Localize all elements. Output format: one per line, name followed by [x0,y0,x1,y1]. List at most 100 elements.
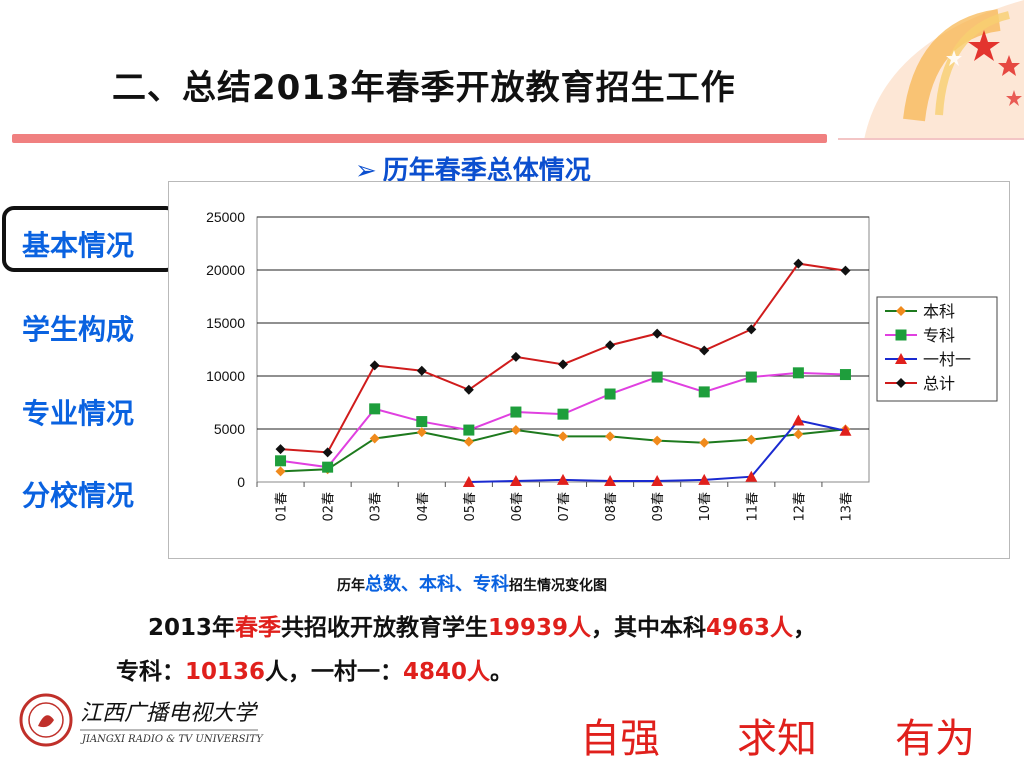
series-2-point [792,367,804,379]
series-2-point [698,386,710,398]
summary-line-2: 专科：10136人，一村一：4840人。 [116,652,513,686]
university-logo: 江西广播电视大学 JIANGXI RADIO & TV UNIVERSITY [19,693,264,747]
series-2-point [416,416,428,428]
series-4-point [369,360,380,371]
x-tick-label: 13春 [839,492,854,522]
motto-3: 有为 [895,716,975,762]
series-2-point [275,455,287,467]
legend-label: 专科 [923,326,955,345]
summary-undergrad: 4963人 [706,615,794,641]
chart-caption: 历年总数、本科、专科招生情况变化图 [337,570,607,596]
chart-frame: 0 5000 10000 15000 20000 25000 01春 02春 03春 04春 05春… [168,181,1010,559]
x-tick-label: 07春 [557,492,572,522]
series-1-point [510,425,521,436]
series-4-point [605,340,616,351]
series-1-point [746,434,757,445]
caption-prefix: 历年 [337,578,365,594]
series-1-point [558,431,568,442]
series-3-point [651,474,664,486]
series-2-point [604,388,616,400]
x-tick-label: 03春 [369,492,384,522]
series-3-point [557,473,569,485]
series-2-point [322,461,334,473]
summary-text: ， [793,615,817,641]
x-tick-label: 06春 [510,492,525,522]
y-tick-label: 5000 [214,421,245,437]
corner-decoration [864,0,1024,140]
legend-point [895,329,907,341]
summary-text: 专科： [116,659,185,685]
series-3-point [509,474,522,486]
x-tick-label: 05春 [463,492,478,522]
y-tick-label: 10000 [206,368,245,384]
summary-text: 2013年 [148,615,236,641]
y-tick-label: 25000 [206,209,245,225]
series-2-point [463,424,475,436]
series-4-point [322,447,333,458]
title-underline-extension [838,138,1024,140]
series-4-point [416,365,427,376]
y-tick-label: 15000 [206,315,245,331]
y-tick-label: 0 [237,474,245,490]
x-tick-label: 12春 [792,492,807,522]
x-tick-label: 09春 [651,492,666,522]
legend-point [896,378,906,388]
logo-english: JIANGXI RADIO & TV UNIVERSITY [80,734,264,745]
nav-item-students[interactable]: 学生构成 [22,313,135,346]
series-1-point [416,427,427,438]
page-title: 二、总结2013年春季开放教育招生工作 [112,68,736,108]
series-2-point [745,371,757,383]
series-1-point [275,466,286,477]
arrow-icon: ➢ [355,156,377,186]
y-tick-label: 20000 [206,262,245,278]
legend-label: 总计 [923,374,955,393]
series-4-point [275,444,286,455]
series-2-point [651,371,663,383]
series-3-point [745,470,758,482]
motto-2: 求知 [737,716,817,762]
series-4-point [558,359,568,370]
series-2-point [557,408,569,420]
summary-text: 共招收开放教育学生 [281,615,489,641]
logo-name: 江西广播电视大学 [80,701,259,726]
series-2-point [839,369,851,381]
series-4-point [840,265,851,276]
series-1-point [699,437,710,448]
caption-highlight: 总数、本科、专科 [365,574,509,595]
line-chart: 0 5000 10000 15000 20000 25000 01春 02春 03春 04春 05春… [206,209,998,522]
series-3-point [698,473,711,485]
series-4-point [746,324,757,335]
series-3-point [462,476,475,487]
series-3-point [604,474,617,486]
series-1-point [793,429,804,440]
x-tick-label: 01春 [275,492,290,522]
summary-village: 4840人 [403,659,491,685]
series-1-point [652,435,663,446]
summary-line-1: 2013年春季共招收开放教育学生19939人，其中本科4963人， [148,608,816,642]
x-tick-label: 04春 [416,492,431,522]
legend-label: 一村一 [923,350,971,369]
series-4-point [652,328,663,339]
series-4-point [699,345,710,356]
legend-point [896,306,906,316]
nav-item-branches[interactable]: 分校情况 [22,479,135,512]
nav-item-majors[interactable]: 专业情况 [22,397,135,430]
x-tick-label: 10春 [698,492,713,522]
series-4-point [793,258,804,269]
summary-text: 人，一村一： [265,659,404,685]
series-2-point [369,403,381,415]
series-3-point [792,414,805,426]
motto-1: 自强 [580,716,660,762]
x-tick-label: 02春 [322,492,337,522]
title-underline [12,134,827,143]
summary-junior: 10136 [185,659,266,685]
caption-suffix: 招生情况变化图 [509,578,607,594]
series-1-point [369,433,380,444]
legend-label: 本科 [923,302,955,321]
x-tick-label: 11春 [745,492,760,522]
legend-point [895,353,907,364]
series-1-point [463,436,474,447]
series-2-point [510,406,522,418]
series-4-point [510,351,521,362]
nav-item-basic[interactable]: 基本情况 [22,229,135,262]
